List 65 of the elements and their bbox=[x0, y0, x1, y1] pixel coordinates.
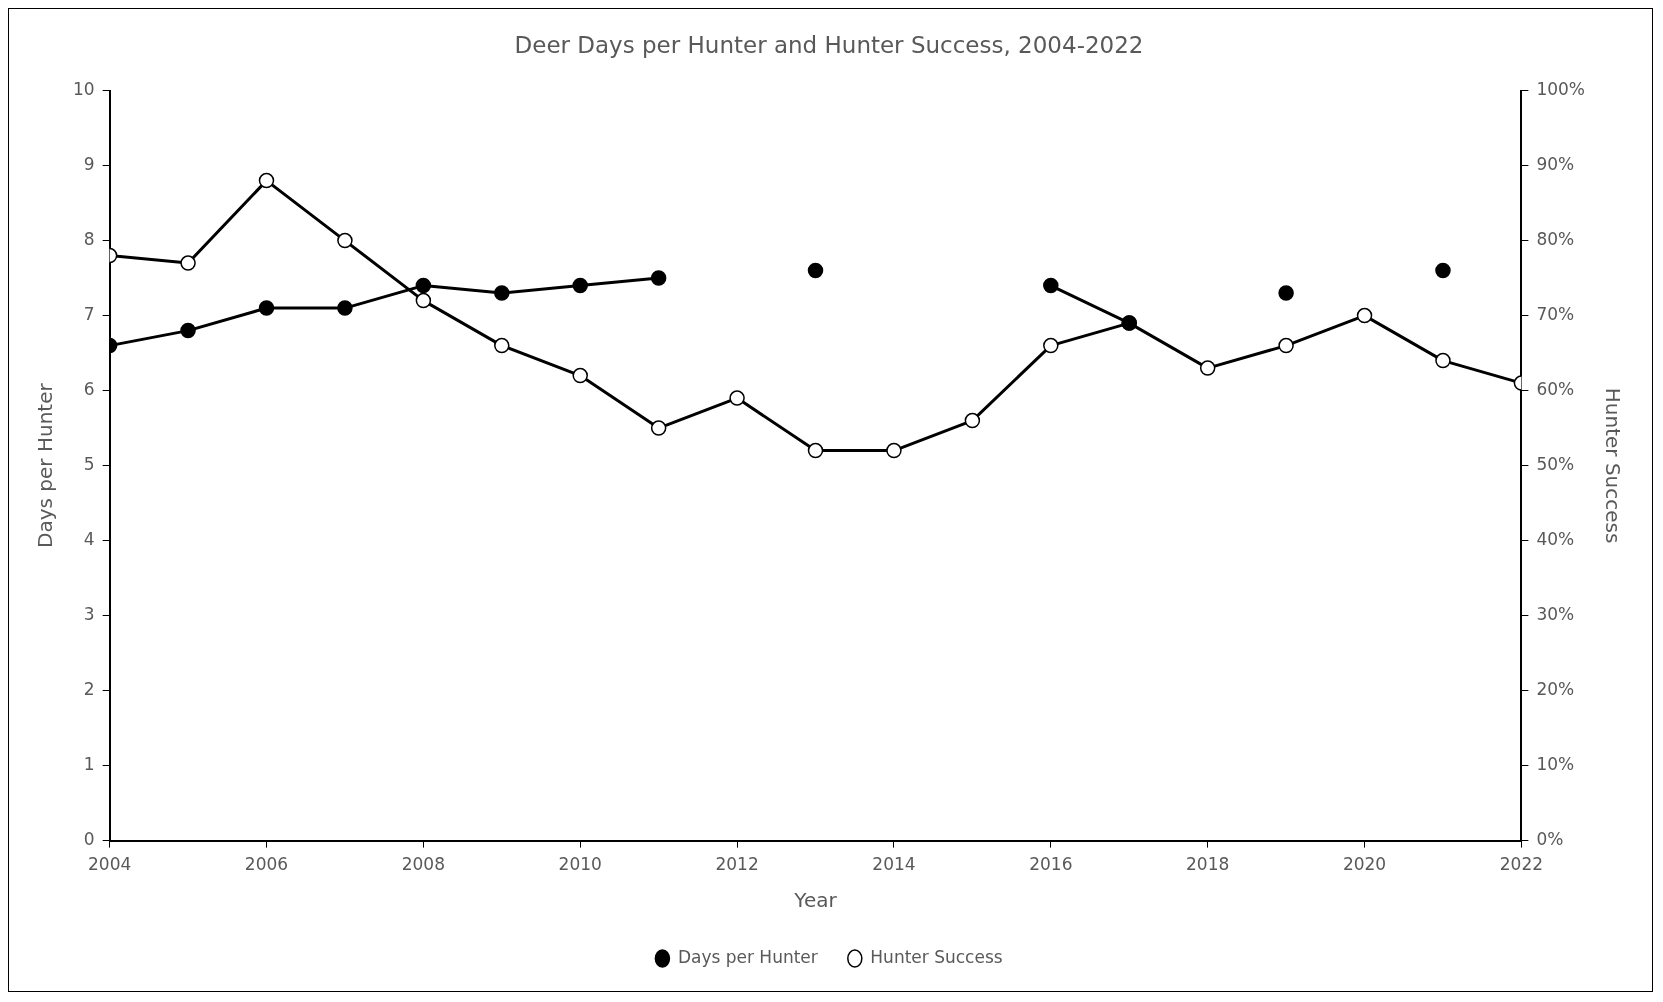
y-tick-label: 2 bbox=[83, 679, 95, 700]
point bbox=[1435, 262, 1451, 279]
point bbox=[807, 262, 824, 279]
x-tick-label: 2012 bbox=[715, 854, 759, 875]
point bbox=[415, 277, 432, 294]
point bbox=[964, 412, 981, 429]
y-tick-label: 7 bbox=[83, 304, 95, 325]
point bbox=[572, 277, 588, 294]
point bbox=[494, 285, 510, 301]
point bbox=[258, 300, 275, 316]
y2-tick-label: 70% bbox=[1536, 304, 1575, 325]
point bbox=[180, 255, 196, 271]
point bbox=[1356, 307, 1373, 324]
point bbox=[650, 270, 667, 286]
y-tick-label: 6 bbox=[83, 379, 95, 400]
y-axis-title: Days per Hunter bbox=[33, 382, 58, 548]
x-tick-label: 2018 bbox=[1186, 854, 1230, 875]
y2-tick-label: 30% bbox=[1536, 604, 1575, 625]
point bbox=[807, 442, 824, 459]
x-tick-label: 2020 bbox=[1342, 854, 1387, 875]
point bbox=[729, 390, 745, 406]
x-tick-label: 2022 bbox=[1499, 854, 1544, 875]
point bbox=[337, 232, 353, 249]
point bbox=[650, 420, 667, 436]
point bbox=[415, 292, 432, 309]
x-tick-label: 2008 bbox=[401, 854, 445, 875]
y-tick-label: 5 bbox=[83, 454, 95, 475]
x-tick-label: 2004 bbox=[88, 854, 132, 875]
point bbox=[494, 337, 510, 354]
y2-tick-label: 50% bbox=[1536, 454, 1575, 475]
point bbox=[337, 300, 353, 316]
point bbox=[1199, 360, 1216, 376]
point bbox=[1043, 277, 1059, 294]
x-tick-label: 2016 bbox=[1029, 854, 1073, 875]
y-tick-label: 8 bbox=[83, 229, 95, 250]
y-tick-label: 4 bbox=[83, 529, 95, 550]
x-tick-label: 2010 bbox=[558, 854, 602, 875]
y2-axis-title: Hunter Success bbox=[1600, 387, 1625, 544]
y2-tick-label: 90% bbox=[1536, 154, 1575, 175]
y2-tick-label: 20% bbox=[1536, 679, 1575, 700]
y-tick-label: 3 bbox=[83, 604, 95, 625]
point bbox=[258, 172, 275, 189]
point bbox=[1278, 337, 1294, 354]
y2-tick-label: 60% bbox=[1536, 379, 1575, 400]
x-axis-title: Year bbox=[793, 888, 838, 913]
point bbox=[886, 442, 902, 459]
y2-tick-label: 10% bbox=[1536, 754, 1575, 775]
y2-tick-label: 40% bbox=[1536, 529, 1575, 550]
point bbox=[180, 322, 196, 339]
x-tick-label: 2014 bbox=[872, 854, 916, 875]
y2-tick-label: 0% bbox=[1536, 829, 1564, 850]
point bbox=[572, 367, 588, 384]
point bbox=[1043, 337, 1059, 354]
legend-label: Days per Hunter bbox=[677, 946, 818, 967]
x-tick-label: 2006 bbox=[244, 854, 289, 875]
point bbox=[1435, 352, 1451, 369]
y2-tick-label: 80% bbox=[1536, 229, 1575, 250]
y-tick-label: 9 bbox=[83, 154, 95, 175]
y2-tick-label: 100% bbox=[1536, 79, 1586, 100]
chart-title: Deer Days per Hunter and Hunter Success, 2004-2022 bbox=[514, 31, 1144, 58]
legend-label: Hunter Success bbox=[870, 946, 1003, 967]
y-tick-label: 1 bbox=[83, 754, 95, 775]
y-tick-label: 10 bbox=[72, 79, 95, 100]
y-tick-label: 0 bbox=[83, 829, 95, 850]
point bbox=[1278, 285, 1294, 301]
